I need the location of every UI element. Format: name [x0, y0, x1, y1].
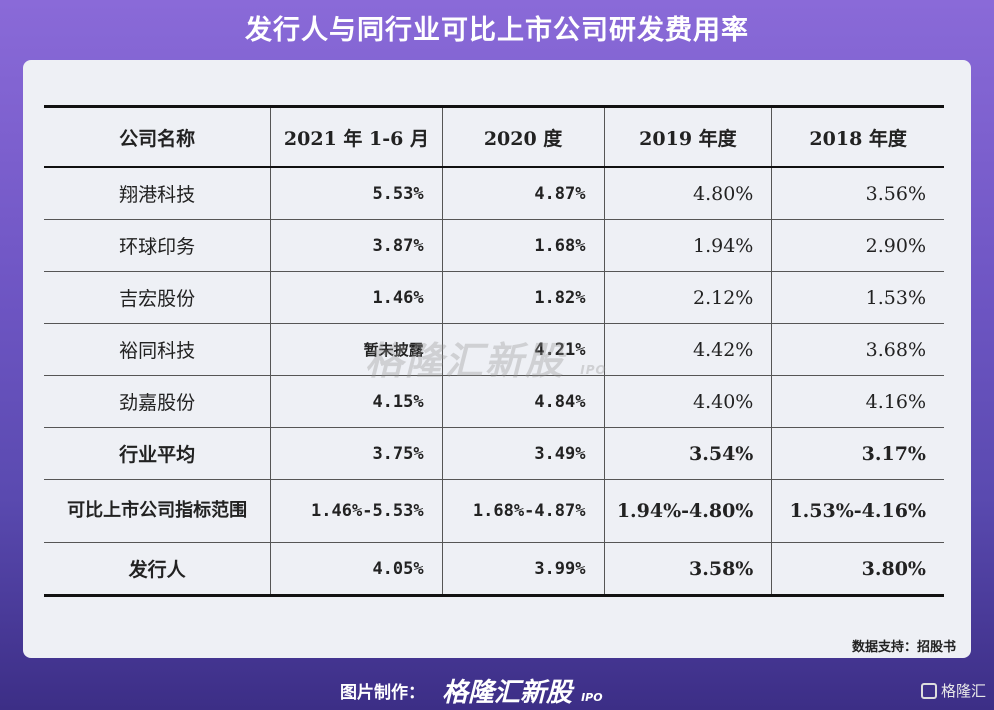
corner-logo-text: 格隆汇	[940, 682, 986, 700]
value-2021h1: 3.87%	[270, 219, 443, 272]
value-2019: 1.94%-4.80%	[603, 479, 772, 543]
value-2020: 4.84%	[441, 375, 604, 428]
value-2020: 3.49%	[441, 427, 604, 480]
footer-brand-sub: IPO	[581, 691, 603, 704]
company-name: 行业平均	[44, 427, 271, 480]
company-name: 裕同科技	[44, 323, 271, 376]
footer: 图片制作： 格隆汇新股 IPO 格隆汇	[0, 676, 994, 710]
company-name: 环球印务	[44, 219, 271, 272]
footer-brand: 格隆汇新股 IPO	[442, 672, 603, 709]
logo-icon	[920, 682, 937, 699]
table-row-issuer: 发行人 4.05% 3.99% 3.58% 3.80%	[44, 542, 944, 596]
company-name: 可比上市公司指标范围	[44, 479, 271, 543]
value-2021h1: 1.46%	[270, 271, 443, 324]
data-source: 数据支持：招股书	[851, 640, 956, 655]
header-2020: 2020 度	[441, 106, 604, 168]
header-2018: 2018 年度	[771, 106, 944, 168]
table-row: 裕同科技 暂未披露 4.21% 4.42% 3.68%	[44, 323, 944, 376]
company-name: 吉宏股份	[44, 271, 271, 324]
company-name: 翔港科技	[44, 167, 271, 220]
value-2021h1: 暂未披露	[270, 323, 443, 376]
value-2020: 4.87%	[441, 167, 604, 220]
table-header-row: 公司名称 2021 年 1-6 月 2020 度 2019 年度 2018 年度	[44, 106, 944, 168]
value-2021h1: 1.46%-5.53%	[270, 479, 443, 543]
header-2021h1: 2021 年 1-6 月	[270, 106, 443, 168]
value-2020: 1.68%	[441, 219, 604, 272]
table-row: 翔港科技 5.53% 4.87% 4.80% 3.56%	[44, 167, 944, 220]
corner-logo: 格隆汇	[920, 680, 986, 701]
value-2018: 3.68%	[771, 323, 944, 376]
value-2019: 4.80%	[603, 167, 772, 220]
footer-brand-text: 格隆汇新股	[442, 678, 573, 708]
company-name: 劲嘉股份	[44, 375, 271, 428]
table-row-industry-average: 行业平均 3.75% 3.49% 3.54% 3.17%	[44, 427, 944, 480]
value-2019: 3.58%	[603, 542, 772, 596]
value-2018: 3.80%	[771, 542, 944, 596]
page-title: 发行人与同行业可比上市公司研发费用率	[245, 15, 749, 46]
header-company: 公司名称	[44, 106, 271, 168]
value-2020: 4.21%	[441, 323, 604, 376]
value-2019: 3.54%	[603, 427, 772, 480]
value-2018: 3.56%	[771, 167, 944, 220]
value-2019: 2.12%	[603, 271, 772, 324]
value-2020: 1.82%	[441, 271, 604, 324]
value-2018: 2.90%	[771, 219, 944, 272]
table-row: 环球印务 3.87% 1.68% 1.94% 2.90%	[44, 219, 944, 272]
value-2018: 1.53%-4.16%	[771, 479, 944, 543]
value-2019: 4.40%	[603, 375, 772, 428]
value-2018: 1.53%	[771, 271, 944, 324]
table-row-range: 可比上市公司指标范围 1.46%-5.53% 1.68%-4.87% 1.94%…	[44, 479, 944, 543]
rd-expense-table: 公司名称 2021 年 1-6 月 2020 度 2019 年度 2018 年度…	[44, 105, 944, 597]
header-2019: 2019 年度	[603, 106, 772, 168]
table-row: 劲嘉股份 4.15% 4.84% 4.40% 4.16%	[44, 375, 944, 428]
value-2020: 3.99%	[441, 542, 604, 596]
value-2021h1: 5.53%	[270, 167, 443, 220]
value-2020: 1.68%-4.87%	[441, 479, 604, 543]
value-2021h1: 4.05%	[270, 542, 443, 596]
footer-credit: 图片制作：	[340, 683, 425, 703]
value-2021h1: 4.15%	[270, 375, 443, 428]
value-2019: 1.94%	[603, 219, 772, 272]
value-2019: 4.42%	[603, 323, 772, 376]
value-2018: 4.16%	[771, 375, 944, 428]
value-2018: 3.17%	[771, 427, 944, 480]
company-name: 发行人	[44, 542, 271, 596]
value-2021h1: 3.75%	[270, 427, 443, 480]
table-row: 吉宏股份 1.46% 1.82% 2.12% 1.53%	[44, 271, 944, 324]
